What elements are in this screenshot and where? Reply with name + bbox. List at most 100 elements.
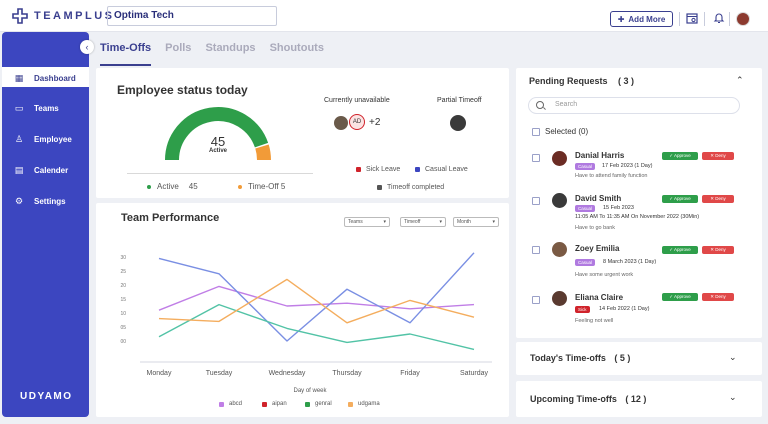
chevron-down-icon[interactable]: ⌄ [729,392,737,402]
legend-series-aipan: aipan [262,401,287,407]
tab-shoutouts[interactable]: Shoutouts [269,42,324,54]
check-icon: ✓ [669,153,673,158]
status-gauge [165,107,272,161]
legend-swatch [305,401,310,407]
approve-button[interactable]: ✓ Approve [662,195,698,203]
avatar-initials[interactable]: AD [349,114,365,130]
dropdown-label: Teams [348,219,363,225]
search-input[interactable]: Search [528,97,740,114]
legend-series-udgama: udgama [348,401,380,407]
deny-label: Deny [715,247,726,252]
avatar [552,193,567,208]
leave-type-badge: Sick [575,306,590,313]
caret-down-icon: ▾ [383,219,386,225]
sidebar-item-teams[interactable]: ▭ Teams [14,100,59,116]
request-date: 15 Feb 2023 [603,205,634,211]
deny-button[interactable]: ✕ Deny [702,246,734,254]
collapse-sidebar-button[interactable]: ‹ [80,40,94,54]
leave-type-badge: Casual [575,259,596,266]
deny-button[interactable]: ✕ Deny [702,195,734,203]
dropdown-label: Timeoff [404,219,421,225]
more-unavailable-count[interactable]: +2 [369,117,381,128]
avatar[interactable] [450,115,466,131]
section-count: ( 5 ) [614,353,631,363]
approve-label: Approve [674,294,691,299]
deny-button[interactable]: ✕ Deny [702,152,734,160]
sidebar-item-calender[interactable]: ▤ Calender [14,162,69,178]
y-tick-label: 00 [120,339,126,345]
partial-timeoff-title: Partial Timeoff [437,97,482,104]
request-name: Zoey Emilia [575,244,620,253]
legend-series-abcd: abcd [219,401,242,407]
calendar-check-icon[interactable] [685,12,699,26]
tab-polls[interactable]: Polls [165,42,192,54]
request-checkbox[interactable] [532,197,540,205]
legend-swatch [348,401,353,407]
x-icon: ✕ [710,153,714,158]
pending-count: ( 3 ) [618,76,635,86]
request-checkbox[interactable] [532,296,540,304]
legend-sick-leave: Sick Leave [356,166,400,173]
month-filter-dropdown[interactable]: Month ▾ [453,217,499,227]
approve-button[interactable]: ✓ Approve [662,293,698,301]
add-more-label: Add More [628,14,666,24]
avatar [552,151,567,166]
sidebar-item-employee[interactable]: ♙ Employee [14,131,72,147]
request-checkbox[interactable] [532,246,540,254]
bell-icon[interactable] [712,12,726,26]
logo[interactable]: TEAMPLUS [12,8,115,24]
tab-time-offs[interactable]: Time-Offs [100,42,152,66]
plus-icon: ✚ [617,14,625,24]
tab-bar: Time-Offs Polls Standups Shoutouts [100,42,324,66]
pending-requests-title: Pending Requests ( 3 ) [529,76,634,86]
todays-timeoffs-card[interactable] [516,342,762,375]
sidebar-item-label: Calender [34,165,69,175]
pending-title-text: Pending Requests [529,76,608,86]
section-title: Upcoming Time-offs [530,394,617,404]
user-avatar[interactable] [736,12,750,26]
legend-label: aipan [272,401,287,407]
x-tick-label: Saturday [459,370,489,377]
request-note: Have some urgent work [575,272,634,278]
gear-icon: ⚙ [14,195,24,206]
legend-active-label: Active [157,182,179,191]
deny-label: Deny [715,153,726,158]
tab-standups[interactable]: Standups [205,42,256,54]
select-all-checkbox[interactable] [532,128,540,136]
approve-button[interactable]: ✓ Approve [662,246,698,254]
avatar [552,242,567,257]
y-tick-label: 10 [120,311,126,317]
x-tick-label: Tuesday [205,370,233,377]
teams-icon: ▭ [14,102,24,113]
deny-button[interactable]: ✕ Deny [702,293,734,301]
upcoming-timeoffs-card[interactable] [516,381,762,417]
section-title: Today's Time-offs [530,353,606,363]
x-icon: ✕ [710,294,714,299]
company-selector[interactable]: Optima Tech [107,6,277,26]
sidebar-item-label: Teams [34,103,59,113]
avatar[interactable] [333,115,349,131]
sidebar-item-settings[interactable]: ⚙ Settings [14,193,66,209]
legend-label: genral [315,401,332,407]
legend-swatch [262,401,267,407]
request-name: David Smith [575,194,622,203]
leave-type-badge: Casual [575,205,596,212]
request-checkbox[interactable] [532,154,540,162]
approve-label: Approve [674,247,691,252]
chevron-up-icon[interactable]: ⌃ [736,75,744,85]
legend-timeoff-label: Time-Off 5 [248,182,286,191]
team-performance-title: Team Performance [121,212,220,224]
performance-line-chart [140,252,492,363]
timeoff-filter-dropdown[interactable]: Timeoff ▾ [400,217,446,227]
teams-filter-dropdown[interactable]: Teams ▾ [344,217,390,227]
x-icon: ✕ [710,196,714,201]
add-more-button[interactable]: ✚ Add More [610,11,673,27]
chevron-down-icon[interactable]: ⌄ [729,352,737,362]
teamplus-logo-icon [12,8,28,24]
legend-casual-leave: Casual Leave [415,166,468,173]
sidebar-item-dashboard[interactable]: ▦ Dashboard [14,70,76,86]
approve-button[interactable]: ✓ Approve [662,152,698,160]
deny-label: Deny [715,294,726,299]
legend-swatch [377,185,382,190]
request-date: 8 March 2023 (1 Day) [603,259,657,265]
